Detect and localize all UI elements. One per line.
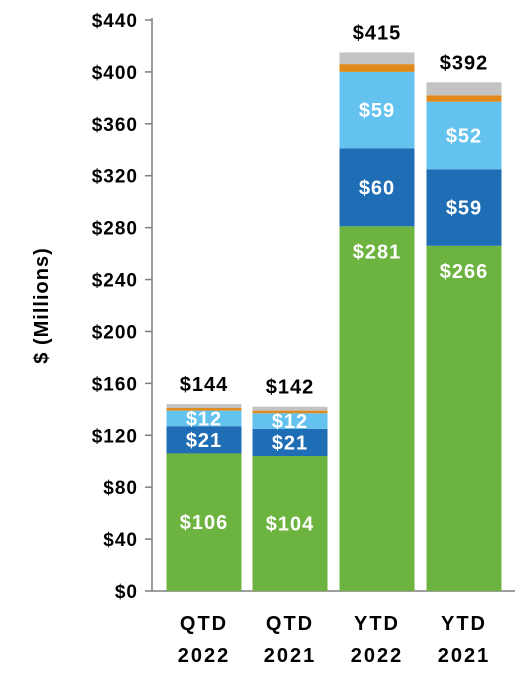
bar-segment bbox=[339, 71, 415, 149]
y-tick-label: $40 bbox=[103, 530, 138, 551]
data-label: $12 bbox=[186, 408, 222, 430]
bar-segment bbox=[166, 453, 242, 591]
data-label: $104 bbox=[266, 514, 315, 536]
bar-segment bbox=[426, 101, 502, 170]
data-label: $59 bbox=[446, 198, 482, 220]
x-tick-label: QTD bbox=[266, 613, 314, 635]
bar-segment bbox=[252, 428, 328, 457]
bar-segment bbox=[426, 95, 502, 102]
y-tick-label: $440 bbox=[92, 11, 138, 32]
y-tick-label: $0 bbox=[115, 582, 138, 603]
y-tick-label: $360 bbox=[92, 115, 138, 136]
total-label: $144 bbox=[180, 374, 229, 396]
bar-segment bbox=[252, 456, 328, 591]
x-tick-label: QTD bbox=[180, 613, 228, 635]
y-tick-label: $320 bbox=[92, 167, 138, 188]
y-tick-label: $160 bbox=[92, 374, 138, 395]
bar-segment bbox=[339, 148, 415, 227]
total-label: $142 bbox=[266, 377, 315, 399]
bar-segment bbox=[166, 410, 242, 427]
y-tick-label: $240 bbox=[92, 271, 138, 292]
bar-segment bbox=[339, 226, 415, 592]
data-label: $12 bbox=[272, 411, 308, 433]
data-label: $266 bbox=[440, 261, 489, 283]
y-tick-label: $80 bbox=[103, 478, 138, 499]
bar-segment bbox=[166, 426, 242, 454]
total-label: $392 bbox=[440, 52, 489, 74]
bar-segment bbox=[252, 406, 328, 411]
bar-segment bbox=[426, 82, 502, 96]
y-tick-label: $400 bbox=[92, 63, 138, 84]
bar-segment bbox=[339, 52, 415, 65]
data-label: $60 bbox=[359, 177, 395, 199]
bar-segment bbox=[426, 245, 502, 591]
bar-segment bbox=[252, 410, 328, 414]
bar-segment bbox=[426, 169, 502, 246]
y-axis-title: $ (Millions) bbox=[31, 247, 53, 363]
total-label: $415 bbox=[353, 22, 402, 44]
y-tick-label: $200 bbox=[92, 322, 138, 343]
data-label: $21 bbox=[272, 432, 308, 454]
bar-segment bbox=[339, 64, 415, 72]
data-label: $106 bbox=[180, 512, 229, 534]
y-tick-label: $280 bbox=[92, 219, 138, 240]
bar-segment bbox=[166, 404, 242, 409]
x-tick-label: 2022 bbox=[351, 645, 404, 667]
x-tick-label: 2021 bbox=[438, 645, 491, 667]
y-tick-label: $120 bbox=[92, 426, 138, 447]
data-label: $281 bbox=[353, 241, 402, 263]
x-tick-label: 2022 bbox=[178, 645, 231, 667]
data-label: $59 bbox=[359, 100, 395, 122]
x-tick-label: 2021 bbox=[264, 645, 317, 667]
bar-segment bbox=[166, 408, 242, 411]
data-label: $52 bbox=[446, 125, 482, 147]
bar-segment bbox=[252, 413, 328, 429]
data-label: $21 bbox=[186, 430, 222, 452]
x-tick-label: YTD bbox=[354, 613, 400, 635]
x-tick-label: YTD bbox=[441, 613, 487, 635]
